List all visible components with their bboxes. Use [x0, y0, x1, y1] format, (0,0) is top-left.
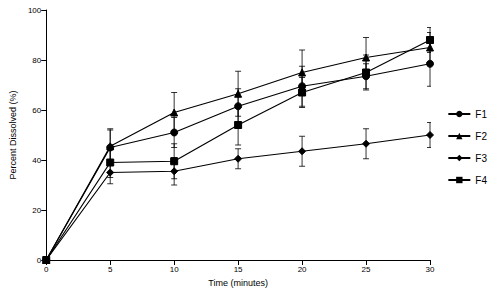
svg-text:25: 25 — [362, 265, 371, 274]
svg-text:0: 0 — [44, 265, 49, 274]
svg-text:20: 20 — [32, 206, 41, 215]
svg-text:F1: F1 — [475, 109, 487, 120]
svg-text:F2: F2 — [475, 131, 487, 142]
svg-text:F4: F4 — [475, 175, 487, 186]
svg-text:20: 20 — [298, 265, 307, 274]
svg-text:5: 5 — [108, 265, 113, 274]
svg-text:0: 0 — [37, 256, 42, 265]
svg-text:10: 10 — [170, 265, 179, 274]
svg-text:F3: F3 — [475, 153, 487, 164]
svg-text:80: 80 — [32, 56, 41, 65]
svg-text:60: 60 — [32, 106, 41, 115]
svg-text:Percent Dissolved (%): Percent Dissolved (%) — [8, 90, 18, 179]
svg-text:30: 30 — [426, 265, 435, 274]
svg-text:100: 100 — [28, 6, 42, 15]
svg-text:40: 40 — [32, 156, 41, 165]
svg-text:15: 15 — [234, 265, 243, 274]
svg-text:Time (minutes): Time (minutes) — [208, 278, 268, 288]
